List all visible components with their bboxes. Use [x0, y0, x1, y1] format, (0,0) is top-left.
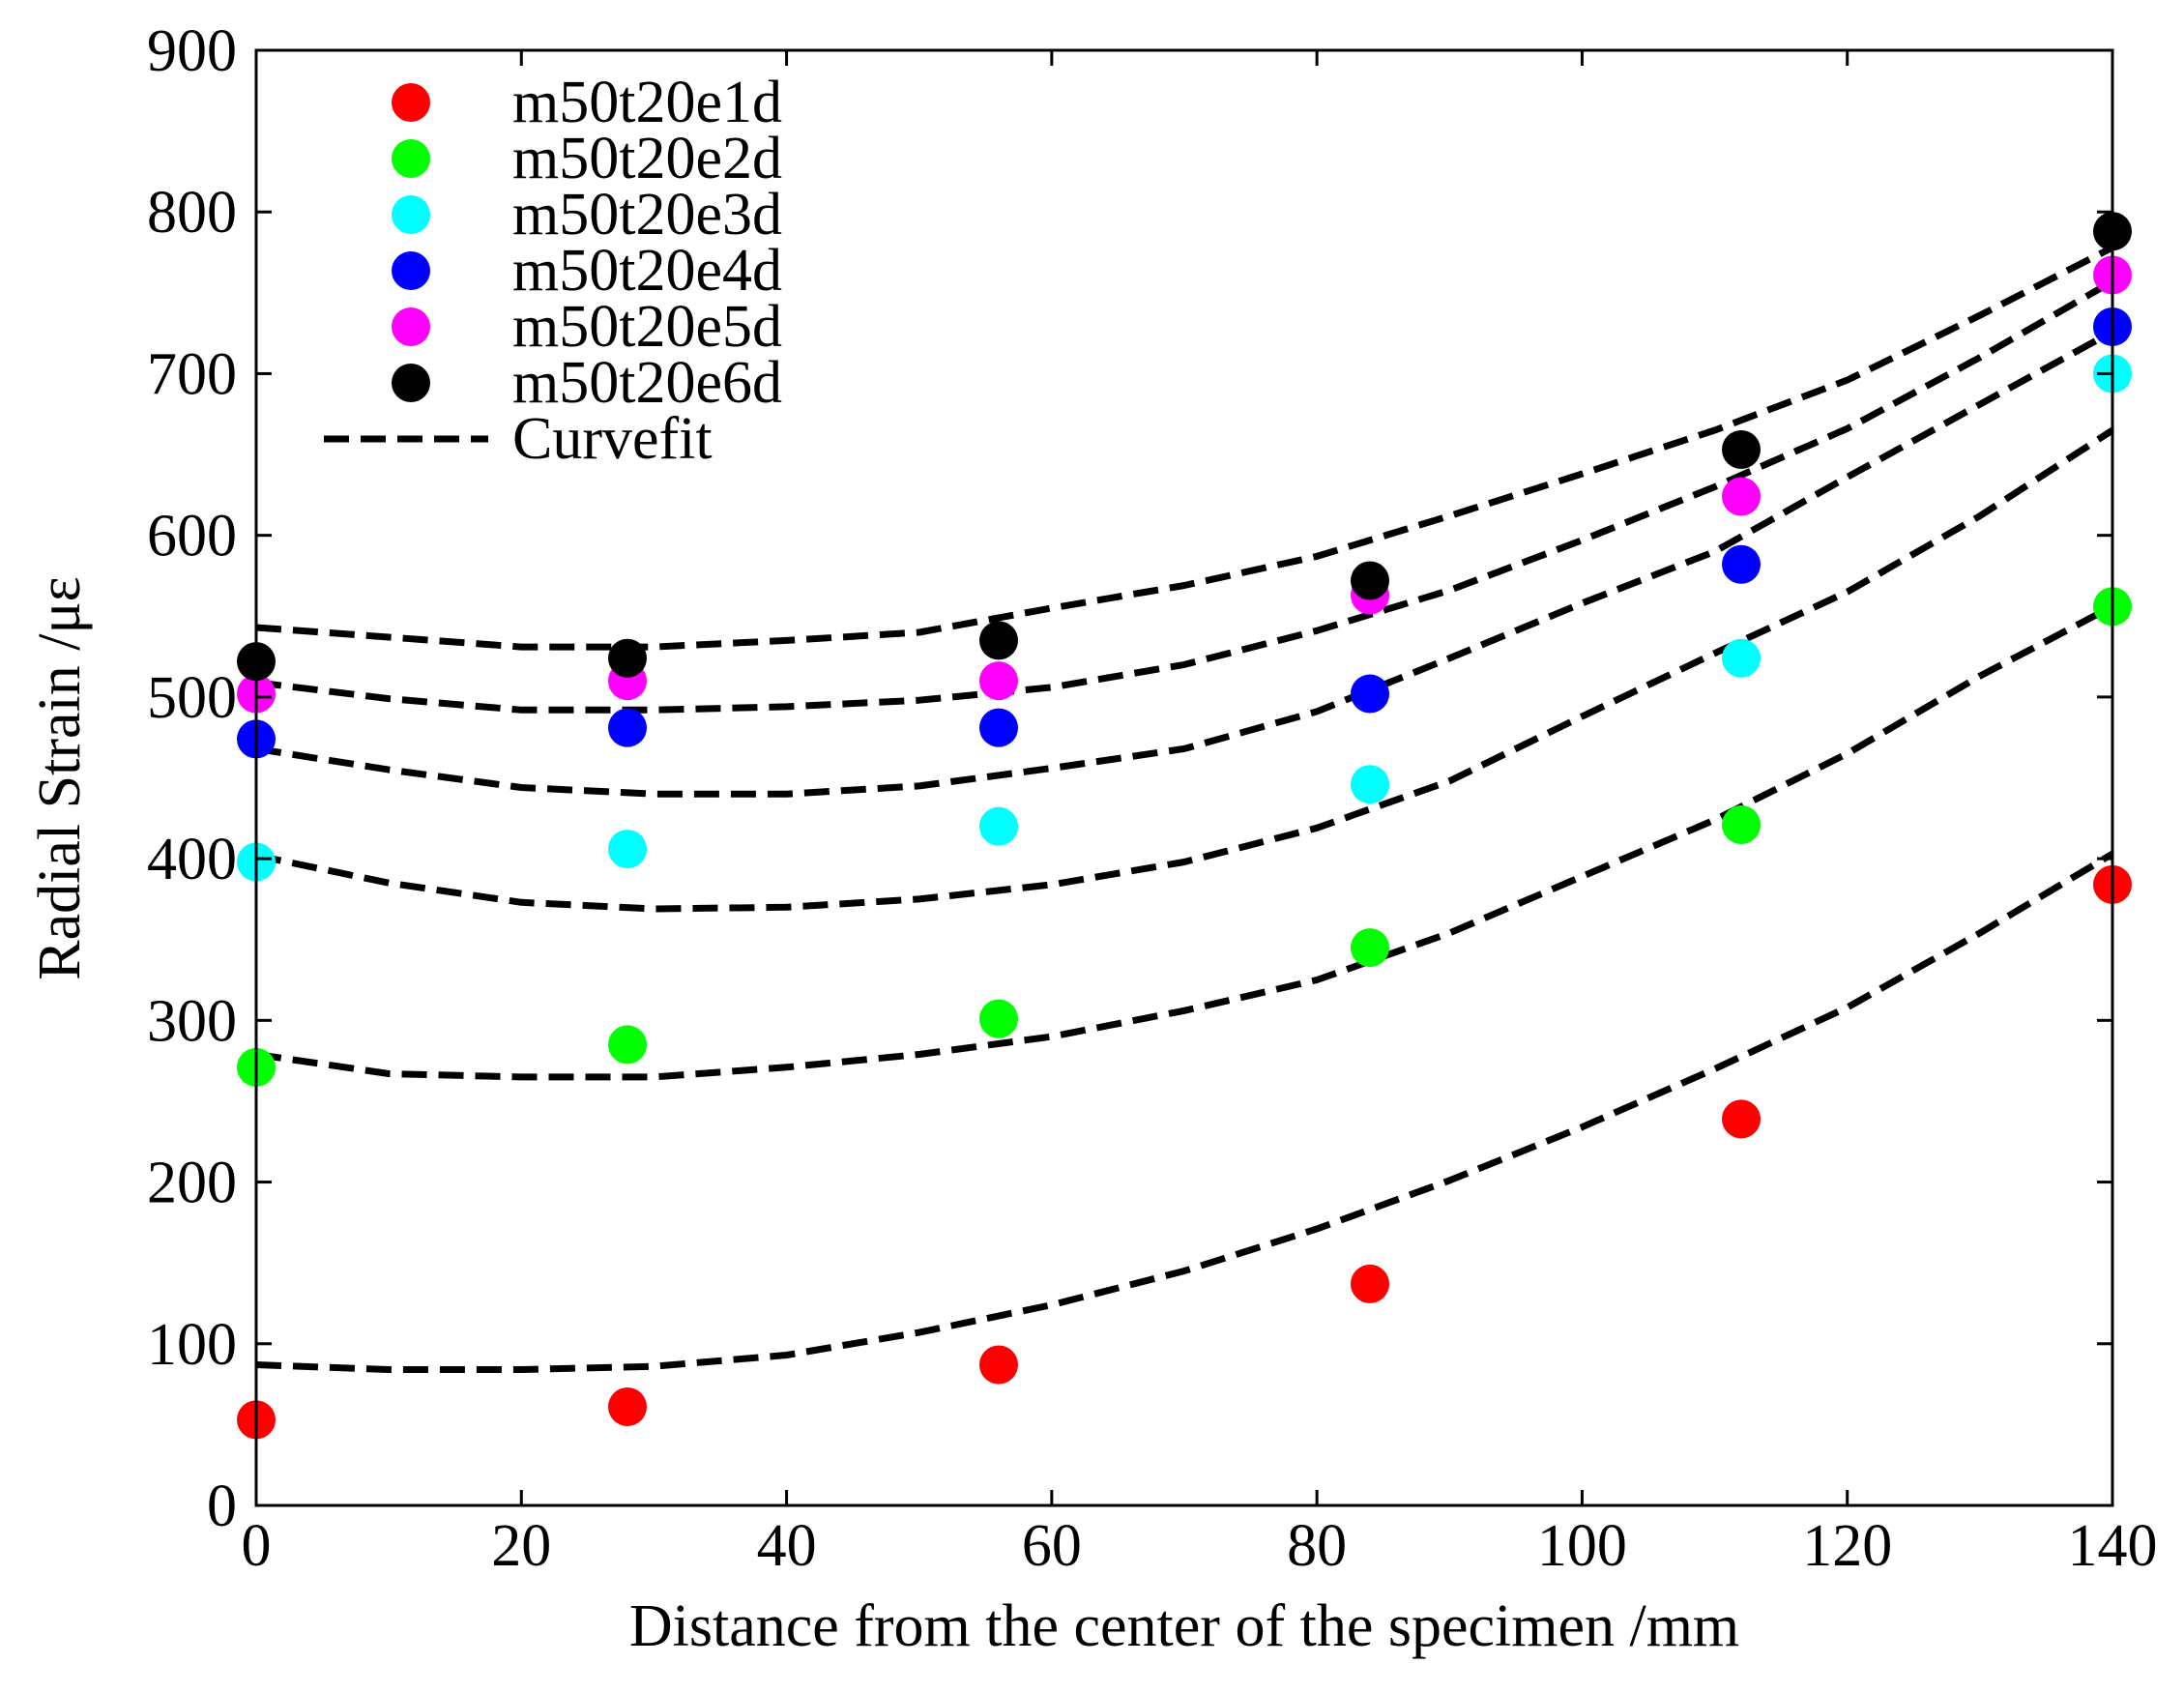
data-point-m50t20e6d-84	[1351, 561, 1389, 600]
y-tick-label: 300	[147, 988, 237, 1054]
data-point-m50t20e3d-84	[1351, 765, 1389, 804]
data-point-m50t20e6d-28	[608, 638, 647, 678]
data-point-m50t20e4d-56	[979, 708, 1018, 747]
x-tick-label: 140	[2068, 1513, 2158, 1579]
data-point-m50t20e3d-28	[608, 830, 647, 869]
data-point-m50t20e3d-112	[1722, 638, 1761, 678]
legend-marker-m50t20e2d	[392, 139, 430, 178]
data-point-m50t20e4d-28	[608, 708, 647, 747]
y-tick-label: 900	[147, 18, 237, 84]
data-point-m50t20e2d-28	[608, 1025, 647, 1065]
legend-label-curvefit: Curvefit	[512, 406, 713, 472]
data-point-m50t20e4d-84	[1351, 674, 1389, 714]
data-point-m50t20e5d-112	[1722, 477, 1761, 516]
legend-marker-m50t20e1d	[392, 83, 430, 122]
data-point-m50t20e1d-112	[1722, 1099, 1761, 1139]
data-point-m50t20e6d-56	[979, 621, 1018, 660]
axis-ticks-layer: 0 20 40 60 80 100 120 140 0 100 200 300 400 500 600 700…	[147, 18, 2158, 1579]
data-point-m50t20e1d-56	[979, 1345, 1018, 1385]
data-point-m50t20e2d-112	[1722, 804, 1761, 844]
x-tick-label: 40	[757, 1513, 817, 1579]
legend-marker-m50t20e4d	[392, 251, 430, 290]
data-point-m50t20e4d-112	[1722, 544, 1761, 584]
curvefit-line-6	[255, 244, 2114, 651]
data-point-m50t20e2d-84	[1351, 928, 1389, 968]
curvefit-line-4	[255, 328, 2114, 798]
legend-label-m50t20e6d: m50t20e6d	[512, 350, 782, 416]
curvefit-line-2	[255, 603, 2114, 1081]
legend-label-m50t20e3d: m50t20e3d	[512, 182, 782, 248]
y-axis-title: Radial Strain /με	[27, 576, 93, 979]
data-point-m50t20e5d-56	[979, 661, 1018, 701]
y-tick-label: 500	[147, 665, 237, 731]
y-tick-label: 0	[207, 1474, 237, 1539]
legend-label-m50t20e5d: m50t20e5d	[512, 294, 782, 360]
data-point-m50t20e2d-56	[979, 999, 1018, 1038]
legend-marker-m50t20e5d	[392, 307, 430, 346]
legend-label-m50t20e1d: m50t20e1d	[512, 70, 782, 135]
curvefit-line-3	[255, 427, 2114, 913]
y-tick-label: 400	[147, 827, 237, 892]
legend-marker-m50t20e6d	[392, 364, 430, 402]
y-tick-label: 100	[147, 1312, 237, 1378]
x-tick-label: 20	[491, 1513, 551, 1579]
legend-label-m50t20e2d: m50t20e2d	[512, 126, 782, 191]
y-tick-label: 700	[147, 341, 237, 407]
legend: m50t20e1dm50t20e2dm50t20e3dm50t20e4dm50t…	[324, 70, 782, 472]
x-axis-title: Distance from the center of the specimen…	[629, 1593, 1739, 1659]
legend-label-m50t20e4d: m50t20e4d	[512, 238, 782, 304]
data-point-m50t20e1d-28	[608, 1387, 647, 1426]
y-tick-label: 800	[147, 180, 237, 246]
x-tick-label: 60	[1022, 1513, 1082, 1579]
legend-marker-m50t20e3d	[392, 195, 430, 234]
x-tick-label: 100	[1537, 1513, 1627, 1579]
plot-frame	[254, 48, 2114, 1507]
data-point-m50t20e1d-84	[1351, 1264, 1389, 1303]
x-tick-label: 120	[1802, 1513, 1892, 1579]
x-tick-label: 80	[1287, 1513, 1347, 1579]
data-point-m50t20e6d-112	[1722, 430, 1761, 470]
y-tick-label: 200	[147, 1151, 237, 1216]
curvefit-line-1	[255, 851, 2114, 1373]
x-tick-label: 0	[242, 1513, 272, 1579]
curvefit-line-5	[255, 278, 2114, 714]
curvefit-layer	[255, 244, 2114, 1373]
y-tick-label: 600	[147, 504, 237, 569]
data-point-m50t20e3d-56	[979, 806, 1018, 846]
